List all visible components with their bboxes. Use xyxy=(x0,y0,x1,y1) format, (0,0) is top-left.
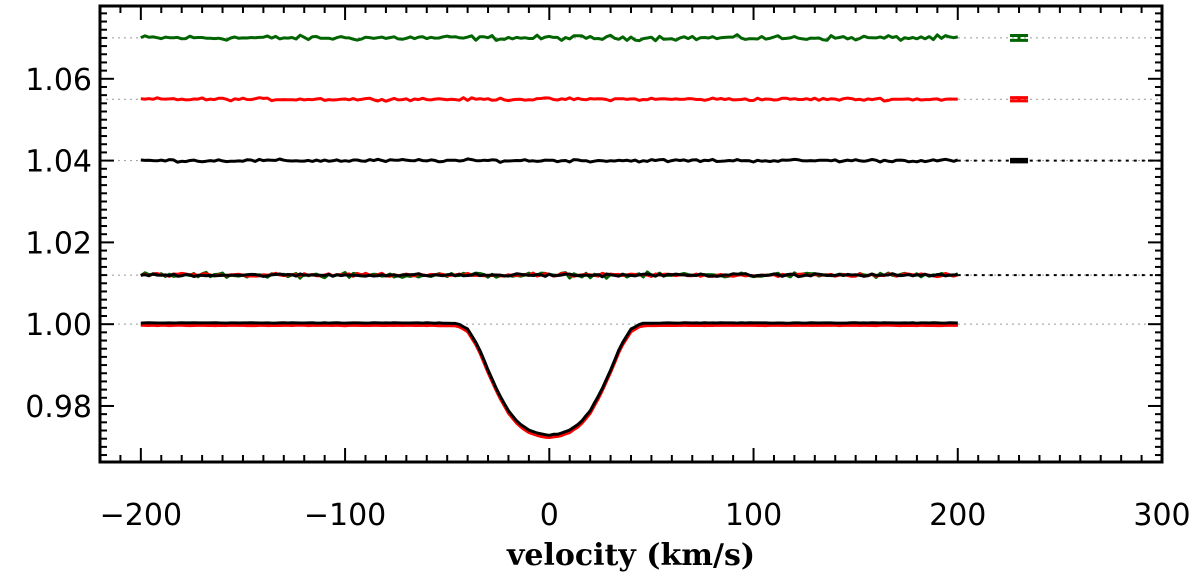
profile-curve-black xyxy=(140,321,958,437)
tick-labels: −200 −100 0 100 200 300 0.98 1.00 1.02 1.04 1.06 xyxy=(25,63,1190,533)
y-tick-label: 1.02 xyxy=(25,226,92,261)
x-tick-label: 200 xyxy=(929,498,986,533)
offset-curve-black xyxy=(140,157,959,164)
y-tick-label: 0.98 xyxy=(25,390,92,425)
y-tick-label: 1.00 xyxy=(25,308,92,343)
x-axis-title: velocity (km/s) xyxy=(506,538,755,573)
y-tick-label: 1.04 xyxy=(25,145,92,180)
x-tick-label: 0 xyxy=(540,498,559,533)
offset-curve-red xyxy=(140,96,958,103)
data-curves xyxy=(139,33,959,439)
axis-ticks xyxy=(99,6,1163,462)
null-curve-black xyxy=(140,272,958,279)
y-tick-label: 1.06 xyxy=(25,63,92,98)
error-bars xyxy=(1010,33,1029,164)
x-tick-label: 300 xyxy=(1133,498,1190,533)
x-tick-label: −200 xyxy=(100,498,182,533)
reference-lines xyxy=(100,37,1162,325)
x-tick-label: 100 xyxy=(725,498,782,533)
x-tick-label: −100 xyxy=(304,498,386,533)
plot-frame xyxy=(98,4,1164,464)
profile-curve-green xyxy=(140,323,958,439)
offset-curve-green xyxy=(140,33,959,43)
profile-curve-red xyxy=(140,323,958,439)
